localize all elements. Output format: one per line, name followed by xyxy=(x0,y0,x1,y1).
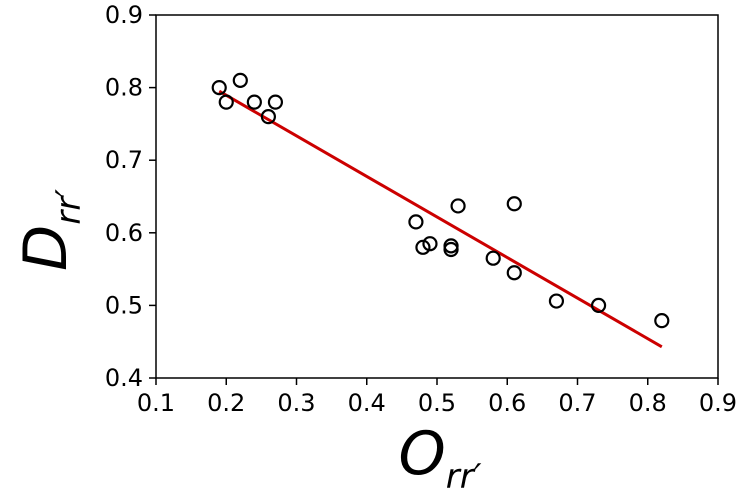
data-point xyxy=(450,198,466,214)
data-point xyxy=(548,293,565,309)
y-axis-label-subscript: rr′ xyxy=(49,189,89,225)
data-point xyxy=(218,94,234,110)
x-tick-label: 0.3 xyxy=(277,389,315,417)
y-tick-label: 0.7 xyxy=(105,146,143,174)
x-axis-ticks: 0.1 0.2 0.3 0.4 0.5 0.6 0.7 0.8 0.9 xyxy=(137,378,737,417)
data-point xyxy=(260,109,276,125)
y-axis-label-main: D xyxy=(11,225,81,271)
y-axis-label: Drr′ xyxy=(11,189,89,271)
data-point xyxy=(506,196,522,212)
data-point xyxy=(246,94,262,110)
y-tick-label: 0.8 xyxy=(105,74,143,102)
x-tick-label: 0.7 xyxy=(558,389,596,417)
x-axis-label: Orr′ xyxy=(399,419,482,488)
data-point xyxy=(422,236,438,252)
x-tick-label: 0.4 xyxy=(348,389,386,417)
fit-line xyxy=(218,89,663,349)
data-points xyxy=(211,72,670,329)
data-point xyxy=(590,297,607,313)
data-point xyxy=(211,79,227,96)
data-point xyxy=(443,241,459,258)
fit-line-layer xyxy=(218,89,663,349)
y-tick-label: 0.4 xyxy=(105,364,143,392)
y-axis-ticks: 0.4 0.5 0.6 0.7 0.8 0.9 xyxy=(105,1,156,392)
data-point xyxy=(232,72,248,88)
x-tick-label: 0.1 xyxy=(137,389,175,417)
data-point xyxy=(485,250,501,266)
x-axis-label-subscript: rr′ xyxy=(446,457,482,488)
data-point xyxy=(654,313,670,329)
x-tick-label: 0.5 xyxy=(418,389,456,417)
x-tick-label: 0.9 xyxy=(699,389,737,417)
x-axis-label-main: O xyxy=(399,419,446,488)
plot-frame xyxy=(155,14,719,379)
x-tick-label: 0.2 xyxy=(207,389,245,417)
y-tick-label: 0.5 xyxy=(105,291,143,319)
x-tick-label: 0.8 xyxy=(629,389,667,417)
x-tick-label: 0.6 xyxy=(488,389,526,417)
y-tick-label: 0.9 xyxy=(105,1,143,29)
data-point xyxy=(408,214,424,230)
y-tick-label: 0.6 xyxy=(105,219,143,247)
data-point xyxy=(267,94,284,110)
data-point xyxy=(506,265,522,281)
